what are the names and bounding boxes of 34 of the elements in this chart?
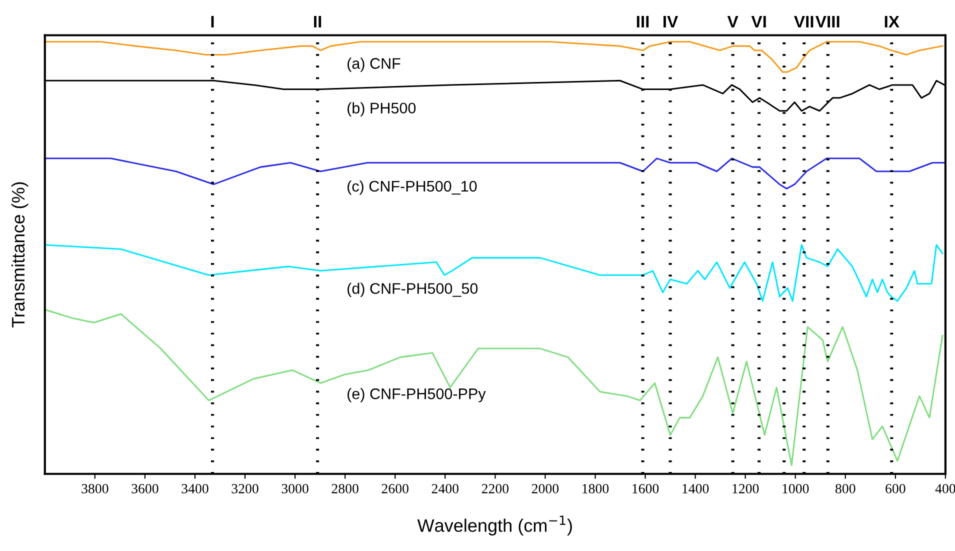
series-label: (e) CNF-PH500-PPy [348,388,486,402]
ref-line-label: VI [751,16,766,28]
x-tick-label: 3200 [232,484,258,494]
x-tick-label: 1200 [732,484,759,494]
x-axis-title: Wavelength (cm$^{−1}$) [417,516,572,536]
x-tick-label: 1000 [782,484,809,494]
x-tick-label: 3400 [182,484,208,494]
ref-line-label: VIII [815,16,840,28]
y-axis-title: Transmittance (%) [11,182,28,328]
x-tick-label: 400 [935,484,955,494]
x-tick-label: 2800 [332,484,358,494]
ref-line-label: IX [884,16,900,28]
x-tick-label: 1400 [682,484,709,494]
series-label: (a) CNF [348,58,400,72]
x-tick-label: 3800 [82,484,108,494]
ref-line-label: VII [794,16,814,28]
x-tick-label: 1600 [632,484,659,494]
x-tick-label: 3000 [282,484,308,494]
x-tick-label: 2600 [382,484,408,494]
ref-line-label: IV [664,16,678,28]
x-tick-label: 600 [886,484,906,494]
series-label: (d) CNF-PH500_50 [348,282,478,297]
ref-line-label: II [314,16,322,28]
series-label: (b) PH500 [348,102,416,117]
x-tick-label: 3600 [132,484,158,494]
ref-line-label: V [727,16,738,28]
x-tick-label: 2400 [432,484,458,494]
x-tick-label: 2200 [482,484,509,494]
ref-line-label: I [211,16,214,28]
series-label: (c) CNF-PH500_10 [348,180,477,195]
x-tick-label: 800 [836,484,856,494]
ref-line-label: III [636,16,649,28]
x-tick-label: 1800 [582,484,609,494]
x-tick-label: 2000 [532,484,559,494]
